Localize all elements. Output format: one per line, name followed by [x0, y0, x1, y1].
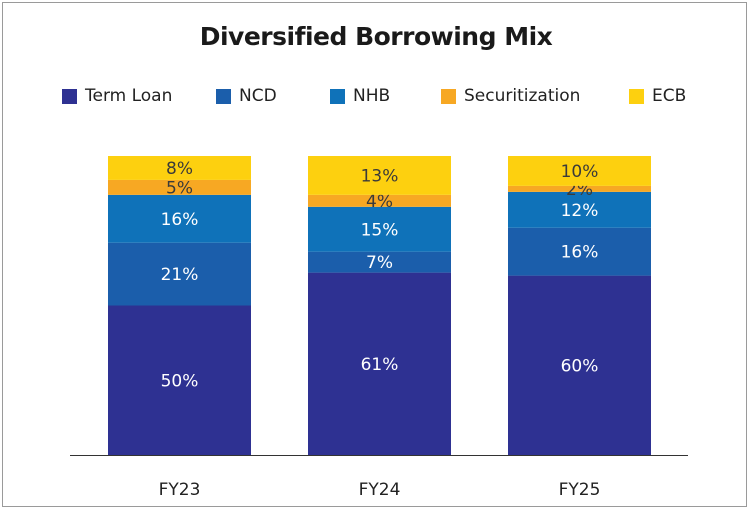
data-label: 4% [366, 192, 393, 212]
legend-item: NCD [216, 86, 277, 106]
data-label: 13% [361, 166, 399, 186]
data-label: 21% [161, 265, 199, 285]
legend-item: Securitization [441, 86, 580, 106]
data-label: 50% [161, 371, 199, 391]
bar-segment [508, 191, 651, 228]
data-label: 10% [561, 162, 599, 182]
data-label: 12% [561, 201, 599, 221]
bar-segment [108, 179, 251, 195]
legend-item: Term Loan [62, 86, 172, 106]
legend-label: NHB [353, 86, 391, 106]
legend-swatch [62, 88, 77, 104]
legend-swatch [441, 88, 456, 104]
data-label: 16% [161, 210, 199, 230]
legend-label: Securitization [464, 86, 581, 106]
legend-swatch [330, 88, 345, 104]
bar-segment [508, 275, 651, 455]
data-label: 15% [361, 220, 399, 240]
bar-segment [508, 227, 651, 276]
data-label: 16% [561, 243, 599, 263]
x-tick-label: FY23 [159, 480, 201, 500]
legend-label: NCD [239, 86, 277, 106]
legend-swatch [216, 88, 231, 104]
data-label: 60% [561, 356, 599, 376]
bar-segment [308, 251, 451, 273]
chart-title: Diversified Borrowing Mix [199, 22, 553, 51]
x-tick-label: FY24 [359, 480, 401, 500]
bar-segment [308, 206, 451, 252]
bar-segment [108, 156, 251, 180]
bar-segment [108, 242, 251, 306]
legend-item: ECB [629, 86, 686, 106]
legend-item: NHB [330, 86, 390, 106]
data-label: 8% [166, 159, 193, 179]
x-tick-label: FY25 [559, 480, 601, 500]
bar-segment [308, 156, 451, 195]
bar-segment [308, 194, 451, 207]
legend-label: ECB [652, 86, 687, 106]
bar-segment [308, 272, 451, 455]
bar-segment [508, 185, 651, 192]
data-label: 61% [361, 355, 399, 375]
legend-swatch [629, 88, 644, 104]
legend: Term Loan NCD NHB Securitization ECB [0, 86, 752, 108]
data-label: 5% [166, 178, 193, 198]
bar-segment [108, 305, 251, 455]
bar-segment [108, 194, 251, 243]
data-label: 7% [366, 253, 393, 273]
bar-segment [508, 156, 651, 186]
chart-frame [2, 2, 747, 507]
legend-label: Term Loan [85, 86, 173, 106]
